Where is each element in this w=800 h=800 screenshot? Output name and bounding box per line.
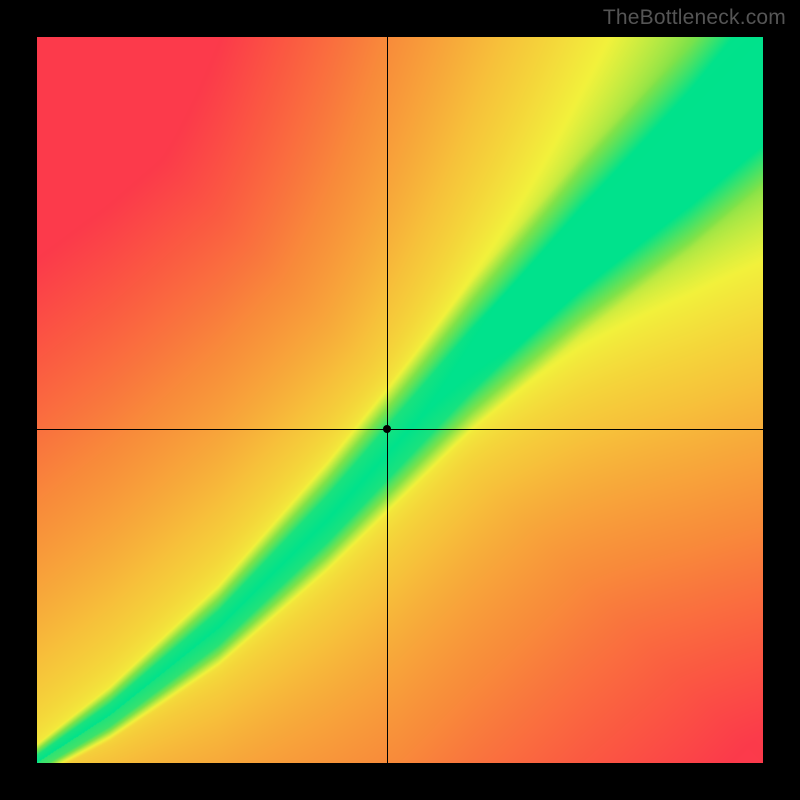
heatmap-canvas [37, 37, 763, 763]
crosshair-marker [383, 425, 391, 433]
crosshair-vertical [387, 37, 388, 763]
watermark-text: TheBottleneck.com [603, 6, 786, 30]
heatmap-plot [37, 37, 763, 763]
crosshair-horizontal [37, 429, 763, 430]
figure-container: TheBottleneck.com [0, 0, 800, 800]
